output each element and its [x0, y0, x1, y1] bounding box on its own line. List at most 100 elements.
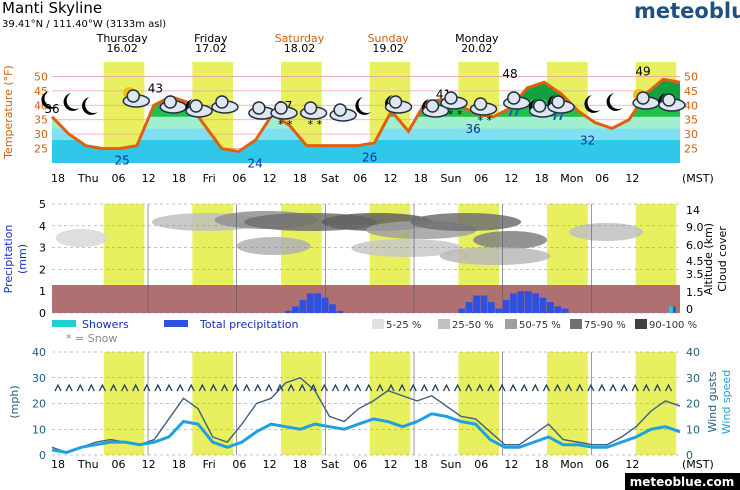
legend-cloud-swatch: [372, 319, 384, 329]
cloud-puff: [388, 95, 403, 109]
wind-ytick-right: 30: [686, 372, 700, 385]
precip-bar: [495, 308, 503, 313]
x-tick-label: 12: [263, 172, 277, 185]
temp-label: 24: [248, 156, 263, 170]
cloud-ylabel: Altitude (km): [702, 223, 715, 295]
wind-direction-arrow: [109, 383, 118, 392]
wind-ytick-left: 20: [32, 398, 46, 411]
temperature-panel: 2525303035354040454550503625432437264136…: [2, 62, 714, 185]
precip-bar: [554, 306, 562, 313]
x-tick-label: Thu: [77, 172, 99, 185]
moon-shape: [82, 97, 98, 115]
footer-logo[interactable]: meteoblue.com: [630, 475, 735, 489]
cloud-puff: [636, 91, 650, 105]
temp-label: 49: [635, 64, 650, 78]
x-tick-label: Mon: [560, 172, 583, 185]
wind-direction-arrow: [454, 383, 462, 392]
wind-direction-arrow: [343, 383, 351, 392]
wind-direction-arrow: [87, 383, 95, 392]
x-tick-label: Fri: [203, 172, 216, 185]
wind-direction-arrow: [620, 383, 628, 392]
x-tick-label: 06: [353, 458, 367, 471]
x-tick-label: Sat: [321, 458, 340, 471]
x-tick-label: 12: [384, 458, 398, 471]
cloud-layer: [236, 237, 311, 255]
location-title: Manti Skyline: [2, 0, 102, 17]
x-tick-label: 18: [293, 172, 307, 185]
moon-icon: [41, 91, 57, 109]
cloud-puff: [163, 95, 177, 109]
precip-bar: [510, 293, 517, 313]
brand-logo[interactable]: meteoblue: [634, 0, 740, 23]
precip-bar: [306, 293, 314, 313]
wind-direction-arrow: [187, 383, 195, 392]
cloud-puff: [303, 101, 318, 115]
x-tick-label: Sun: [441, 172, 462, 185]
wind-speed-line: [51, 412, 681, 454]
rain-drop: [508, 109, 513, 117]
cloud-layer: [569, 223, 644, 241]
wind-direction-arrow: [631, 383, 639, 392]
wind-direction-arrow: [509, 383, 517, 392]
wind-direction-arrow: [220, 383, 229, 392]
wind-direction-arrow: [198, 383, 206, 392]
cloud-puff: [551, 95, 565, 109]
cloud-icon: [211, 95, 239, 114]
x-tick-label: 18: [414, 458, 428, 471]
x-tick-label: Thu: [77, 458, 99, 471]
wind-ytick-left: 40: [32, 346, 46, 359]
wind-direction-arrow: [609, 383, 617, 392]
x-tick-label: 18: [172, 458, 186, 471]
cloud-puff: [189, 99, 203, 113]
wind-gusts-line: [51, 376, 681, 454]
x-tick-label: Sat: [321, 172, 340, 185]
precip-bar: [487, 302, 495, 313]
cloud-ytick: 3.5: [686, 268, 704, 281]
day-date: 16.02: [106, 42, 138, 55]
x-tick-label: 06: [595, 172, 609, 185]
x-tick-label: 12: [625, 458, 639, 471]
cloud-puff: [333, 103, 347, 117]
precipitation-panel: 0 1 2 3 4 5 14 9.0 6.0 4.53.5 1.5 0 Precipitation (mm…: [2, 198, 729, 320]
wind-direction-arrow: [576, 383, 584, 392]
wind-panel: 0 0 10 10 20 20 30 30 40 40 (mph) Wind gusts Wind sp…: [8, 346, 733, 471]
wind-direction-arrow: [642, 383, 650, 392]
day-name: Friday: [194, 32, 228, 45]
day-date: 20.02: [461, 42, 493, 55]
legend-cloud-label: 50-75 %: [519, 320, 561, 331]
precip-ytick: 5: [39, 198, 46, 211]
wind-direction-arrow: [243, 383, 251, 392]
moon-shape: [41, 91, 57, 109]
legend-cloud-label: 75-90 %: [584, 320, 626, 331]
legend-total-label: Total precipitation: [199, 318, 299, 331]
precip-ytick: 3: [39, 242, 46, 255]
cloud-puff: [473, 97, 488, 111]
temp-ytick-left: 50: [34, 70, 48, 83]
wind-direction-arrow: [487, 383, 495, 392]
precip-ylabel-unit: (mm): [16, 244, 29, 274]
wind-direction-arrow: [209, 383, 217, 392]
precip-bar: [532, 293, 540, 313]
x-tick-label: 06: [111, 172, 125, 185]
wind-direction-arrow: [431, 383, 439, 392]
wind-direction-arrow: [420, 383, 428, 392]
moon-cloud-icon: [185, 99, 213, 118]
temp-line: [50, 77, 681, 154]
legend-snow-label: * = Snow: [66, 332, 117, 345]
x-tick-label: 12: [142, 458, 156, 471]
snow-icon: * *: [469, 97, 498, 127]
precip-bar: [502, 299, 510, 313]
ground-layer: [52, 285, 680, 313]
wind-direction-arrow: [65, 383, 73, 392]
wind-direction-arrow: [598, 383, 606, 392]
wind-direction-arrow: [365, 383, 373, 392]
cloud-ytick: 1.5: [686, 286, 704, 299]
wind-direction-arrow: [121, 383, 129, 392]
cloud-puff: [252, 101, 266, 115]
x-tick-label: 06: [232, 172, 246, 185]
legend-cloud-swatch: [505, 319, 517, 329]
precip-ytick: 2: [39, 263, 46, 276]
wind-direction-arrow: [176, 383, 184, 392]
wind-direction-arrow: [276, 383, 284, 392]
